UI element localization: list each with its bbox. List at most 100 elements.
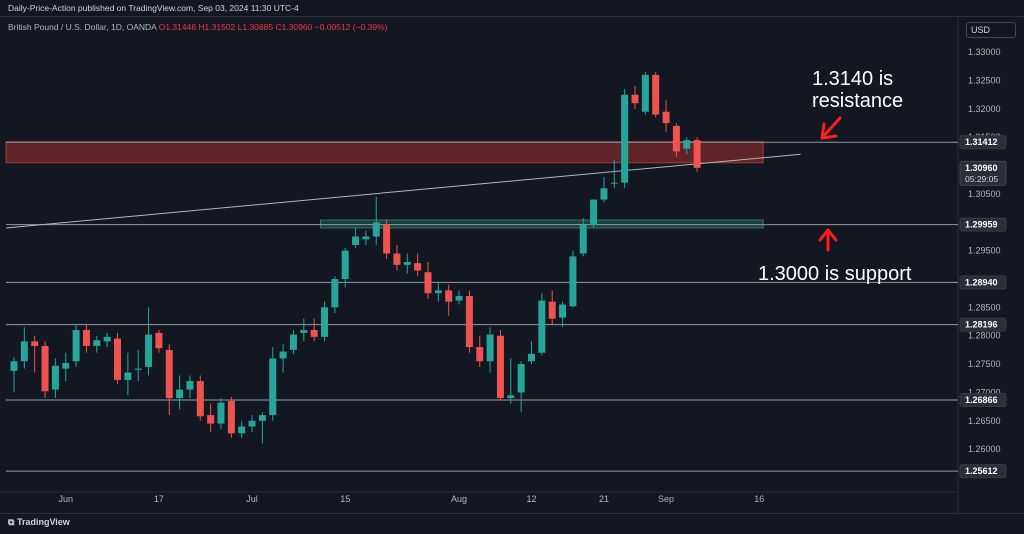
candle-body: [621, 94, 629, 183]
candle-body: [569, 256, 577, 307]
resistance-annotation-line1: 1.3140 is: [812, 68, 894, 90]
resistance-arrow-icon: [820, 116, 842, 140]
level-price-label: [959, 275, 1007, 290]
candle-body: [31, 341, 39, 346]
candle-body: [269, 358, 277, 416]
x-tick-label: Aug: [451, 494, 467, 504]
y-tick-label: 1.32500: [968, 76, 1001, 86]
candle-body: [600, 188, 608, 200]
candle-body: [51, 365, 59, 390]
candle-body: [383, 225, 391, 254]
candle-body: [279, 351, 287, 359]
y-tick-label: 1.32000: [968, 104, 1001, 114]
candle-body: [403, 262, 411, 265]
candle-body: [10, 361, 18, 371]
x-tick-label: 21: [599, 494, 609, 504]
x-tick-label: Sep: [658, 494, 674, 504]
candle-body: [258, 415, 266, 421]
candle-body: [103, 336, 111, 342]
level-price-label: [959, 393, 1007, 408]
candle-body: [538, 300, 546, 353]
candle-body: [82, 330, 90, 346]
tradingview-brand: TradingView: [16, 517, 70, 527]
symbol-legend: British Pound / U.S. Dollar, 1D, OANDA O…: [8, 22, 387, 32]
candle-body: [227, 400, 235, 434]
candle-body: [341, 250, 349, 280]
candle-body: [683, 140, 691, 149]
price-label-text: 1.30960: [965, 163, 998, 173]
candle-body: [455, 296, 463, 301]
candle-body: [217, 402, 225, 424]
candle-body: [165, 349, 173, 399]
candle-body: [145, 334, 153, 367]
tradingview-logo[interactable]: ⧉ TradingView: [8, 517, 70, 528]
level-price-label: [959, 464, 1007, 479]
candle-body: [362, 236, 370, 240]
candle-body: [114, 338, 121, 380]
candle-body: [590, 199, 598, 226]
y-tick-label: 1.27500: [968, 359, 1001, 369]
candle-body: [124, 372, 132, 380]
y-tick-label: 1.26500: [968, 416, 1001, 426]
candle-body: [476, 347, 484, 362]
candle-body: [465, 296, 473, 348]
candle-body: [20, 341, 28, 362]
bottom-bar: [0, 513, 1024, 534]
price-label-text: 1.31412: [965, 137, 998, 147]
price-label-text: 1.28196: [965, 320, 998, 330]
y-tick-label: 1.27000: [968, 387, 1001, 397]
candle-body: [672, 125, 680, 152]
candle-body: [610, 182, 618, 184]
candle-body: [176, 389, 184, 399]
candle-body: [507, 395, 515, 399]
candle-body: [300, 330, 308, 333]
candle-body: [445, 290, 453, 302]
candle-body: [414, 263, 422, 271]
candle-body: [331, 279, 339, 308]
candle-body: [207, 415, 215, 424]
candle-body: [248, 420, 256, 427]
candle-body: [93, 340, 101, 346]
candle-body: [134, 368, 142, 370]
candle-body: [662, 111, 670, 124]
x-tick-label: 16: [754, 494, 764, 504]
support-arrow-icon: [818, 228, 838, 252]
y-tick-label: 1.33000: [968, 47, 1001, 57]
price-label-text: 1.25612: [965, 466, 998, 476]
candle-body: [652, 74, 660, 115]
price-label-text: 1.26866: [965, 395, 998, 405]
candle-body: [238, 426, 246, 434]
y-tick-label: 1.30500: [968, 189, 1001, 199]
y-tick-label: 1.29500: [968, 246, 1001, 256]
currency-button[interactable]: USD: [966, 22, 1016, 38]
candle-body: [424, 272, 432, 294]
candle-body: [496, 335, 504, 399]
candle-body: [289, 334, 297, 350]
candle-body: [393, 253, 401, 265]
price-label-text: 1.29959: [965, 220, 998, 230]
y-tick-label: 1.28500: [968, 302, 1001, 312]
current-price-label: [959, 160, 1007, 186]
ohlc-values: O1.31446 H1.31502 L1.30885 C1.30960 −0.0…: [158, 22, 388, 32]
candle-body: [41, 345, 49, 392]
candle-body: [62, 362, 70, 369]
candle-body: [693, 140, 701, 168]
candle-body: [310, 330, 318, 337]
candle-body: [579, 225, 587, 254]
candle-body: [186, 381, 194, 390]
x-tick-label: 15: [340, 494, 350, 504]
x-tick-label: Jul: [246, 494, 258, 504]
price-label-text: 1.28940: [965, 277, 998, 287]
candle-body: [517, 364, 525, 393]
x-tick-label: 12: [526, 494, 536, 504]
trendline: [5, 153, 801, 229]
resistance-annotation: 1.3140 is resistance: [812, 68, 903, 112]
resistance-zone: [5, 141, 764, 164]
chart-frame: [0, 16, 1024, 514]
x-tick-label: 17: [154, 494, 164, 504]
level-price-label: [959, 317, 1007, 332]
symbol-name: British Pound / U.S. Dollar, 1D, OANDA: [8, 22, 157, 32]
y-tick-label: 1.26000: [968, 444, 1001, 454]
candle-body: [528, 353, 535, 362]
